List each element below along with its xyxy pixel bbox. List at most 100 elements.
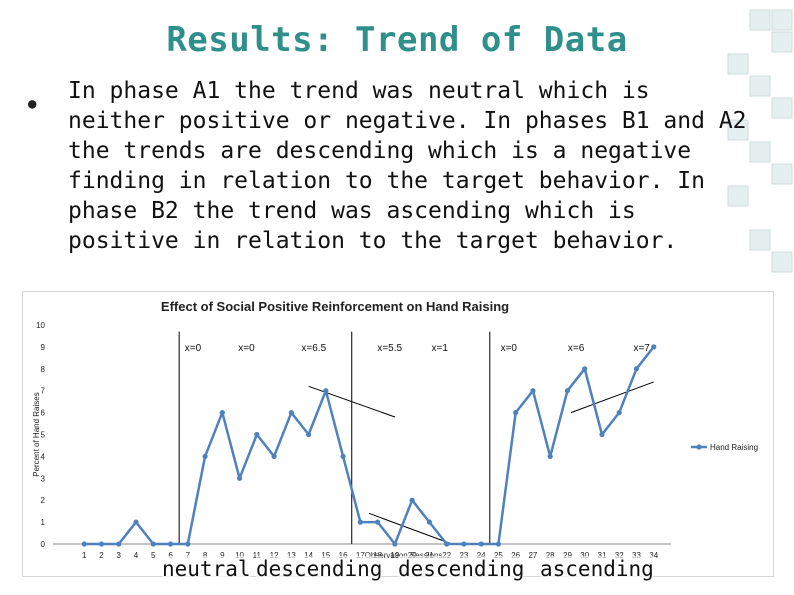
- y-tick-label: 0: [41, 540, 46, 549]
- mean-annotation: x=7: [633, 343, 650, 354]
- data-point: [633, 366, 640, 372]
- x-tick-label: 20: [408, 551, 417, 560]
- y-tick-label: 3: [41, 474, 46, 483]
- x-tick-label: 25: [494, 551, 503, 560]
- x-tick-label: 12: [270, 551, 279, 560]
- x-tick-label: 3: [117, 551, 122, 560]
- data-point: [133, 519, 139, 525]
- x-tick-label: 2: [99, 551, 104, 560]
- x-tick-label: 33: [632, 551, 641, 560]
- x-tick-label: 17: [356, 551, 365, 560]
- y-tick-label: 2: [41, 496, 46, 505]
- x-tick-label: 24: [477, 551, 486, 560]
- data-point: [616, 410, 622, 416]
- x-tick-label: 28: [546, 551, 555, 560]
- data-point: [81, 541, 87, 547]
- x-tick-label: 26: [511, 551, 520, 560]
- decorative-pattern: [727, 9, 793, 273]
- data-point: [340, 453, 346, 459]
- y-tick-label: 9: [41, 343, 46, 352]
- slide-body-text: In phase A1 the trend was neutral which …: [68, 78, 747, 254]
- x-tick-label: 18: [373, 551, 382, 560]
- data-point: [357, 519, 363, 525]
- data-point: [271, 453, 277, 459]
- data-point: [375, 519, 381, 525]
- data-point: [547, 453, 553, 459]
- y-tick-label: 7: [41, 387, 46, 396]
- data-point: [288, 410, 294, 416]
- mean-annotation: x=5.5: [377, 343, 402, 354]
- legend-label: Hand Raising: [710, 443, 758, 452]
- data-point: [219, 410, 225, 416]
- data-point: [150, 541, 156, 547]
- x-tick-label: 4: [134, 551, 139, 560]
- y-tick-label: 6: [41, 409, 46, 418]
- phase-trend-a1: neutral: [162, 556, 251, 582]
- y-tick-label: 10: [36, 321, 45, 330]
- trend-line: [570, 381, 654, 414]
- x-tick-label: 21: [425, 551, 434, 560]
- series-line-hand-raising: [84, 346, 655, 546]
- data-point: [426, 519, 432, 525]
- data-point: [98, 541, 105, 547]
- x-tick-label: 9: [220, 551, 225, 560]
- x-tick-label: 13: [287, 551, 296, 560]
- data-point: [254, 431, 260, 438]
- phase-trend-a2: descending: [398, 556, 525, 582]
- data-point: [564, 388, 571, 394]
- x-tick-label: 7: [186, 551, 191, 560]
- data-point: [582, 366, 588, 372]
- data-point: [651, 344, 657, 350]
- line-chart: Effect of Social Positive Reinforcement …: [32, 299, 758, 560]
- mean-annotation: x=6: [568, 343, 585, 354]
- mean-annotation: x=6.5: [301, 343, 326, 354]
- x-tick-label: 14: [304, 551, 313, 560]
- x-tick-label: 27: [528, 551, 537, 560]
- x-tick-label: 34: [649, 551, 658, 560]
- x-axis-label: Observation Sessions: [365, 551, 443, 560]
- x-tick-label: 5: [151, 551, 156, 560]
- data-point: [530, 388, 536, 394]
- data-point: [495, 541, 502, 547]
- trend-line: [308, 385, 396, 418]
- data-point: [599, 431, 605, 438]
- x-tick-label: 19: [390, 551, 399, 560]
- data-point: [185, 541, 191, 547]
- x-tick-label: 15: [321, 551, 330, 560]
- y-axis-label: Percent of Hand Raises: [32, 392, 41, 477]
- phase-trend-b2: ascending: [540, 556, 654, 582]
- chart-title: Effect of Social Positive Reinforcement …: [161, 299, 509, 314]
- y-tick-label: 1: [41, 518, 46, 527]
- legend-marker-icon: [696, 444, 702, 450]
- x-tick-label: 10: [235, 551, 244, 560]
- x-tick-label: 8: [203, 551, 208, 560]
- data-point: [202, 453, 208, 459]
- data-point: [392, 541, 398, 547]
- x-tick-label: 29: [563, 551, 572, 560]
- data-point: [306, 431, 312, 438]
- y-tick-label: 4: [41, 452, 46, 461]
- mean-annotation: x=0: [238, 343, 255, 354]
- x-tick-label: 31: [598, 551, 607, 560]
- chart-container: Effect of Social Positive Reinforcement …: [22, 291, 774, 577]
- data-point: [116, 541, 122, 547]
- data-point: [167, 541, 174, 547]
- x-tick-label: 23: [459, 551, 468, 560]
- y-tick-label: 8: [41, 365, 46, 374]
- data-point: [323, 388, 329, 394]
- x-tick-label: 30: [580, 551, 589, 560]
- data-point: [444, 541, 450, 547]
- data-point: [236, 475, 243, 481]
- x-tick-label: 32: [615, 551, 624, 560]
- y-tick-label: 5: [41, 431, 46, 440]
- data-point: [513, 410, 519, 416]
- data-point: [461, 541, 467, 547]
- x-tick-label: 22: [442, 551, 451, 560]
- trend-line: [368, 512, 453, 545]
- x-tick-label: 11: [253, 551, 262, 560]
- data-point: [478, 541, 484, 547]
- pattern-squares: [727, 9, 793, 273]
- phase-trend-b1: descending: [256, 556, 383, 582]
- mean-annotation: x=0: [501, 343, 518, 354]
- slide-title: Results: Trend of Data: [166, 20, 628, 60]
